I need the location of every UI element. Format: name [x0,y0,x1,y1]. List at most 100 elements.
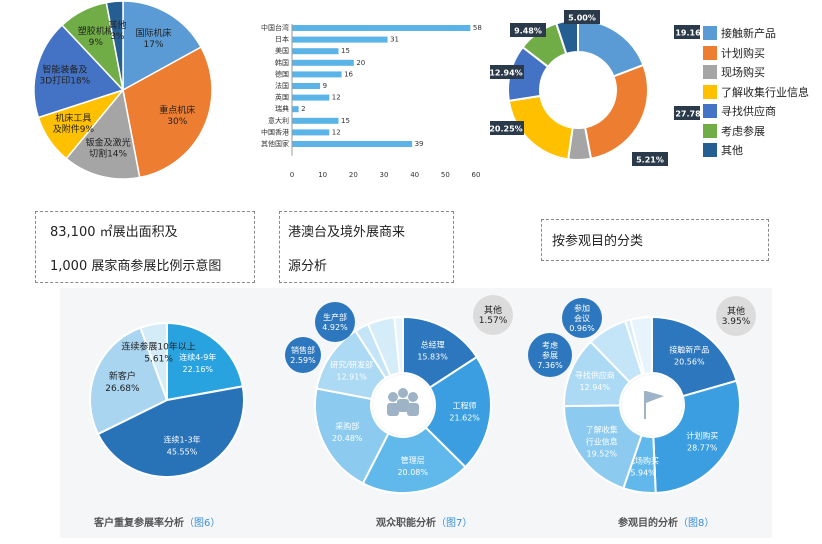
x-tick-label: 50 [441,171,450,179]
legend-item: 寻找供应商 [703,103,776,119]
legend-item: 其他 [703,142,743,158]
pie-slice [361,426,467,494]
callout-bubble [562,298,602,338]
bar-value-label: 12 [332,128,341,136]
callout-bubble [528,333,572,377]
category-label: 中国台湾 [261,23,289,32]
pie-slice [65,88,141,180]
slice-label: 连续4-9年 22.16% [179,352,216,374]
category-label: 日本 [275,35,289,44]
pie-slice [424,355,492,469]
callout-label: 其他 3.95% [722,305,751,327]
legend-swatch [703,143,717,157]
data-label-box [490,121,524,135]
fig8-title-text: 参观目的分析 [618,518,678,529]
data-label: 20.25% [490,125,523,134]
pie-slice [314,387,390,485]
people-icon [387,388,419,416]
bar-value-label: 15 [341,117,350,125]
pie-slice [33,24,125,119]
callout-label: 生产部 4.92% [322,312,348,332]
slice-label: 其他 3% [108,19,126,42]
fig6-number: （图6） [184,518,221,529]
overseas-caption-box: 港澳台及境外展商来 源分析 [279,211,454,283]
slice-label: 寻找供应商 12.94% [575,370,615,392]
legend-label: 了解收集行业信息 [721,85,809,99]
flag-icon [644,391,664,419]
fig7-number: （图7） [436,518,473,529]
pie-slice [402,315,479,389]
slice-label: 连续1-3年 45.55% [163,435,200,457]
slice-label: 采购部 20.48% [332,421,363,443]
bar [292,71,342,78]
slice-label: 钣金及激光切割14% [86,137,131,160]
bar-value-label: 58 [473,24,482,32]
legend-swatch [703,84,717,99]
legend-item: 计划购买 [703,45,765,61]
bar [292,48,339,55]
purpose-caption: 按参观目的分类 [552,234,644,249]
fig7-title-text: 观众职能分析 [376,518,436,529]
callout-bubble [473,295,513,335]
data-label: 27.78% [675,110,700,119]
x-tick-label: 40 [410,171,419,179]
donut-center [622,375,682,435]
exhibitor-pie-chart: 国际机床 17% 重点机床 30% 钣金及激光切割14%机床工具及附件9% 智能装备及 3D… [33,0,213,180]
slice-label: 连续参展10年以上 5.61% [121,341,195,365]
purpose-donut-chart: 19.16% 27.78% 5.21% 20.25% 12.94% 9.48% 5.00% [490,10,700,166]
pie-slice [105,0,124,91]
category-label: 瑞典 [275,104,289,113]
bar [292,83,321,89]
pie-slice [122,0,203,92]
category-label: 其他国家 [261,139,289,148]
callout-bubble [315,302,355,342]
data-label: 19.16% [675,29,700,38]
x-tick-label: 10 [318,171,327,179]
x-tick-label: 60 [472,171,481,179]
slice-label: 了解收集行业信息 19.52% [586,424,618,458]
x-tick-label: 30 [380,171,389,179]
data-label-box [564,10,600,24]
slice-label: 总经理 15.83% [417,340,448,362]
legend-swatch [703,65,717,79]
area-caption-line1: 83,100 ㎡展出面积及 [50,225,178,240]
callout-label: 考虑参展 7.36% [537,340,563,370]
category-label: 美国 [275,46,289,55]
fig6-title-text: 客户重复参展率分析 [94,518,184,529]
callout-label: 销售部 2.59% [290,345,316,365]
pie-slice [96,385,245,478]
data-label: 12.94% [490,69,523,78]
legend-swatch [703,104,717,118]
slice-label: 机床工具及附件9% [53,112,95,135]
pie-slice [122,46,213,179]
legend-swatch [703,26,717,40]
data-label-box [674,106,700,120]
x-tick-label: 0 [290,171,294,179]
pie-slice [651,315,738,398]
fig7-title: 观众职能分析（图7） [376,514,472,529]
category-label: 英国 [275,93,289,102]
pie-slice [166,321,244,402]
legend-label: 计划购买 [721,46,765,60]
overseas-bar-chart: 中国台湾 58 日本 31 美国 15 韩国 20 德国 16 法国 9 英国 12 瑞典 2 意大利 15 中国香… [261,23,482,179]
data-label-box [490,65,524,79]
slice-label: 塑胶机械 9% [78,25,114,48]
legend-swatch [703,45,717,60]
callout-label: 参加会议 0.96% [569,303,595,333]
callout-bubble [285,337,321,373]
pie-slice [562,404,643,490]
bar-value-label: 16 [344,70,353,78]
bar-value-label: 2 [301,105,305,113]
bar [292,141,413,147]
bar [292,129,330,136]
area-caption-line2: 1,000 展家商参展比例示意图 [50,259,222,274]
legend-label: 寻找供应商 [721,105,776,118]
category-label: 法国 [275,81,289,90]
category-label: 中国香港 [261,127,289,136]
area-caption-box: 83,100 ㎡展出面积及 1,000 展家商参展比例示意图 [35,211,255,283]
legend-label: 其他 [721,144,743,157]
legend-item: 现场购买 [703,64,765,80]
fig8-title: 参观目的分析（图8） [618,514,714,529]
slice-label: 工程师 21.62% [449,400,480,422]
slice-label: 接触新产品 20.56% [669,344,709,366]
